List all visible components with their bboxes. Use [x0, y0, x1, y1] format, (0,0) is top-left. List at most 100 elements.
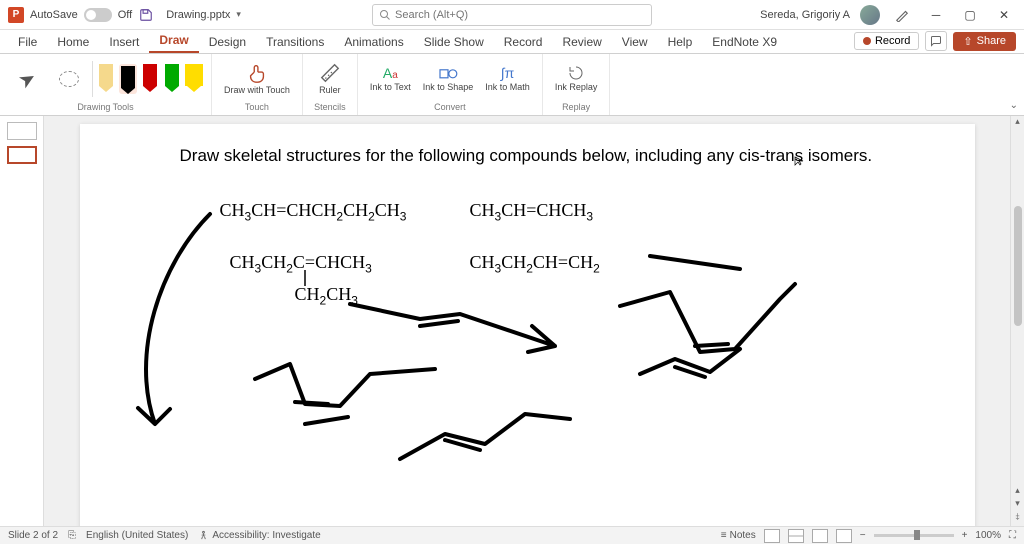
language-status[interactable]: English (United States) [86, 530, 188, 541]
zoom-in-button[interactable]: + [962, 530, 968, 541]
slide-canvas[interactable]: Draw skeletal structures for the followi… [80, 124, 975, 526]
tab-right-group: Record ⇧ Share [854, 31, 1016, 53]
slide-thumbnail-2[interactable] [7, 146, 37, 164]
tab-record[interactable]: Record [494, 31, 553, 53]
workspace: 1 2 Draw skeletal structures for the fol… [0, 116, 1024, 526]
ink-stroke-3 [305, 417, 348, 424]
zoom-level: 100% [975, 530, 1001, 541]
ink-to-math-button[interactable]: ∫πInk to Math [481, 63, 534, 95]
tab-draw[interactable]: Draw [149, 29, 198, 53]
pen-red[interactable] [141, 64, 159, 94]
vertical-scrollbar[interactable]: ▴ ▴ ▾ ⤈ [1010, 116, 1024, 526]
reading-view-button[interactable] [812, 529, 828, 543]
spellcheck-icon[interactable]: ⎘ [68, 530, 76, 541]
autosave-toggle[interactable] [84, 8, 112, 22]
ink-stroke-12 [675, 367, 705, 377]
accessibility-icon[interactable]: Accessibility: Investigate [198, 530, 320, 541]
tab-view[interactable]: View [612, 31, 658, 53]
slide-area[interactable]: Draw skeletal structures for the followi… [44, 116, 1010, 526]
zoom-out-button[interactable]: − [860, 530, 866, 541]
ink-math-label: Ink to Math [485, 83, 530, 93]
ink-text-icon: Aa [383, 65, 398, 81]
ink-stroke-10 [695, 344, 728, 346]
ink-shape-icon [438, 65, 458, 81]
user-name: Sereda, Grigoriy A [760, 9, 850, 21]
tab-insert[interactable]: Insert [99, 31, 149, 53]
search-icon [379, 9, 391, 21]
ink-stroke-8 [650, 256, 740, 269]
comment-icon [930, 35, 942, 47]
title-bar-right: Sereda, Grigoriy A ─ ▢ ✕ [760, 3, 1016, 27]
next-slide-double-icon[interactable]: ⤈ [1016, 511, 1020, 522]
ribbon-group-touch: Draw with Touch Touch [212, 54, 303, 115]
status-bar-right: ≡Notes − + 100% ⛶ [721, 529, 1016, 543]
pen-green[interactable] [163, 64, 181, 94]
save-icon[interactable] [138, 7, 154, 23]
search-input[interactable] [395, 9, 645, 21]
next-slide-icon[interactable]: ▾ [1015, 498, 1020, 509]
zoom-slider[interactable] [874, 534, 954, 537]
ribbon: ➤ Drawing Tools Draw with Touch Touch Ru… [0, 54, 1024, 116]
share-icon: ⇧ [963, 35, 972, 48]
tab-animations[interactable]: Animations [334, 31, 413, 53]
record-button[interactable]: Record [854, 32, 919, 50]
tab-help[interactable]: Help [658, 31, 703, 53]
minimize-button[interactable]: ─ [924, 3, 948, 27]
tab-file[interactable]: File [8, 31, 47, 53]
share-button[interactable]: ⇧ Share [953, 32, 1016, 51]
scroll-up-icon[interactable]: ▴ [1011, 116, 1024, 127]
close-button[interactable]: ✕ [992, 3, 1016, 27]
maximize-button[interactable]: ▢ [958, 3, 982, 27]
draw-with-touch-button[interactable]: Draw with Touch [220, 60, 294, 98]
tab-endnote[interactable]: EndNote X9 [702, 31, 787, 53]
title-bar-left: P AutoSave Off Drawing.pptx ▾ [8, 7, 241, 23]
tab-review[interactable]: Review [552, 31, 611, 53]
tab-home[interactable]: Home [47, 31, 99, 53]
ribbon-group-drawing-tools: ➤ Drawing Tools [0, 54, 212, 115]
tab-design[interactable]: Design [199, 31, 256, 53]
ink-layer [80, 124, 975, 526]
ink-to-shape-button[interactable]: Ink to Shape [419, 63, 478, 95]
ink-stroke-0 [138, 214, 210, 424]
replay-icon [566, 65, 586, 81]
search-box[interactable] [372, 4, 652, 26]
touch-icon [246, 62, 268, 84]
notes-button[interactable]: ≡Notes [721, 530, 756, 541]
doc-dropdown-icon[interactable]: ▾ [236, 9, 241, 20]
fit-window-button[interactable]: ⛶ [1009, 530, 1016, 541]
tab-slideshow[interactable]: Slide Show [414, 31, 494, 53]
highlighter-yellow[interactable] [185, 64, 203, 94]
select-tool[interactable]: ➤ [8, 65, 46, 94]
prev-slide-icon[interactable]: ▴ [1015, 485, 1020, 496]
ink-stroke-11 [640, 349, 740, 374]
slide-thumbnail-1[interactable] [7, 122, 37, 140]
pen-black[interactable] [119, 64, 137, 94]
ink-help-icon[interactable] [890, 3, 914, 27]
normal-view-button[interactable] [764, 529, 780, 543]
autosave-label: AutoSave [30, 9, 78, 21]
avatar[interactable] [860, 5, 880, 25]
formula-f1: CH3CH=CHCH2CH2CH3 [220, 200, 407, 224]
comments-button[interactable] [925, 31, 947, 51]
powerpoint-icon: P [8, 7, 24, 23]
scrollbar-thumb[interactable] [1014, 206, 1022, 326]
ink-replay-button[interactable]: Ink Replay [551, 63, 602, 95]
sorter-view-button[interactable] [788, 529, 804, 543]
share-button-label: Share [977, 35, 1006, 47]
ruler-icon [319, 62, 341, 84]
ribbon-collapse-button[interactable]: ⌄ [1010, 100, 1018, 111]
ink-to-text-button[interactable]: AaInk to Text [366, 63, 415, 95]
tab-transitions[interactable]: Transitions [256, 31, 334, 53]
lasso-tool[interactable] [50, 69, 88, 89]
notes-label: Notes [730, 530, 756, 541]
cursor-icon: ➤ [13, 64, 40, 94]
record-dot-icon [863, 37, 871, 45]
pen-eraser[interactable] [97, 64, 115, 94]
ruler-button[interactable]: Ruler [311, 60, 349, 98]
ink-stroke-9 [620, 284, 795, 352]
formula-f3b: CH2CH3 [295, 284, 358, 308]
slide-title-text: Draw skeletal structures for the followi… [180, 146, 915, 166]
slideshow-view-button[interactable] [836, 529, 852, 543]
ribbon-label-tools: Drawing Tools [77, 102, 133, 113]
document-name: Drawing.pptx [166, 9, 230, 21]
